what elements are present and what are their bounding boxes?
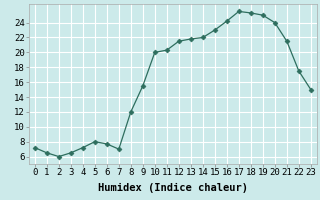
X-axis label: Humidex (Indice chaleur): Humidex (Indice chaleur)	[98, 183, 248, 193]
